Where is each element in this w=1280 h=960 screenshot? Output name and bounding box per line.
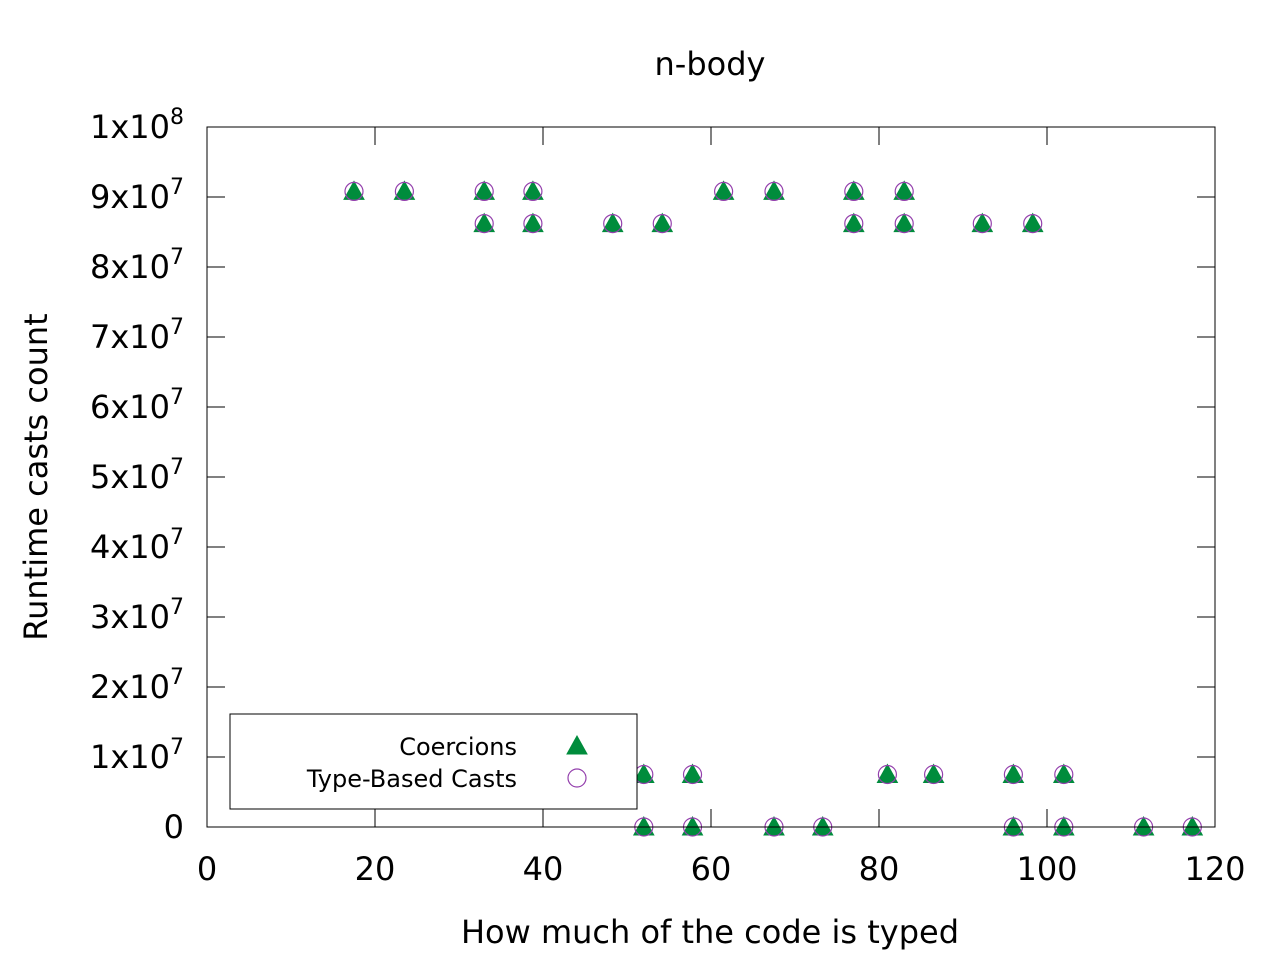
coercion-point <box>842 180 865 200</box>
x-tick-label: 100 <box>1016 850 1077 888</box>
y-tick-label: 1x107 <box>90 735 184 776</box>
y-tick-label: 3x107 <box>90 595 184 636</box>
coercion-point <box>473 180 496 200</box>
coercion-point <box>632 815 655 836</box>
y-tick-label: 6x107 <box>90 385 184 426</box>
coercion-point <box>601 212 624 233</box>
coercion-point <box>1021 212 1044 233</box>
coercion-point <box>876 763 899 783</box>
coercion-point <box>893 180 916 200</box>
coercion-point <box>1002 763 1025 783</box>
legend-label-coercions: Coercions <box>399 733 517 761</box>
y-tick-label: 9x107 <box>90 175 184 216</box>
coercion-point <box>971 212 994 233</box>
coercion-point <box>1181 815 1204 836</box>
x-axis-title: How much of the code is typed <box>461 913 959 951</box>
y-tick-label: 4x107 <box>90 525 184 566</box>
y-tick-label: 7x107 <box>90 315 184 356</box>
coercion-point <box>681 763 704 783</box>
plot-frame <box>206 126 1216 828</box>
x-tick-label: 20 <box>355 850 396 888</box>
type-based-cast-point <box>474 181 494 201</box>
coercion-point <box>1052 815 1075 836</box>
coercion-point <box>522 180 544 200</box>
type-based-cast-point <box>877 764 898 785</box>
coercion-point <box>1052 763 1075 783</box>
type-based-cast-point <box>523 214 543 234</box>
coercion-point <box>393 180 416 200</box>
coercion-point <box>632 763 655 783</box>
coercion-point <box>811 815 834 836</box>
type-based-cast-point <box>844 214 864 234</box>
coercion-point <box>712 180 735 200</box>
type-based-cast-point <box>603 214 623 234</box>
type-based-cast-point <box>394 181 414 201</box>
x-tick-label: 40 <box>523 850 564 888</box>
type-based-cast-point <box>844 181 864 201</box>
type-based-cast-point <box>1003 764 1024 785</box>
type-based-cast-point <box>1054 764 1074 785</box>
type-based-cast-point <box>764 181 784 201</box>
type-based-cast-point <box>713 181 734 201</box>
legend-box <box>229 713 638 810</box>
coercion-point <box>651 212 674 233</box>
coercion-point <box>763 180 785 200</box>
type-based-cast-point <box>894 181 914 201</box>
type-based-cast-point <box>344 181 364 201</box>
legend-markers <box>566 734 588 788</box>
chart-title: n-body <box>655 45 766 83</box>
type-based-cast-point <box>474 214 494 234</box>
coercion-point <box>893 212 916 233</box>
x-tick-label: 60 <box>691 850 732 888</box>
coercion-point <box>473 212 496 233</box>
coercion-point <box>1132 815 1155 836</box>
x-tick-label: 0 <box>197 850 217 888</box>
data-points <box>343 180 1204 837</box>
coercion-point <box>681 815 704 836</box>
coercion-point <box>1002 815 1025 836</box>
y-tick-label: 5x107 <box>90 455 184 496</box>
coercion-point <box>343 180 365 200</box>
legend-marker-type-based-casts <box>567 768 587 788</box>
y-axis-title: Runtime casts count <box>17 313 55 640</box>
coercion-point <box>922 763 945 783</box>
type-based-cast-point <box>1023 214 1043 234</box>
y-tick-label: 2x107 <box>90 665 184 706</box>
x-tick-label: 80 <box>859 850 900 888</box>
coercion-point <box>842 212 865 233</box>
y-tick-label: 0 <box>164 808 184 846</box>
coercion-point <box>522 212 544 233</box>
type-based-cast-point <box>523 181 543 201</box>
legend: Coercions Type-Based Casts <box>229 713 638 810</box>
legend-marker-coercions <box>566 734 588 755</box>
axis-tick-labels: 0 20 40 60 80 100 120 0 1x107 2x107 3x107 4x107 5x10… <box>90 105 1246 888</box>
type-based-cast-point <box>923 764 944 785</box>
type-based-cast-point <box>652 214 672 234</box>
legend-label-type-based-casts: Type-Based Casts <box>306 765 517 793</box>
type-based-cast-point <box>682 764 703 785</box>
y-tick-label: 8x107 <box>90 245 184 286</box>
y-tick-label: 1x108 <box>90 105 184 146</box>
type-based-cast-point <box>972 214 992 234</box>
type-based-cast-point <box>894 214 914 234</box>
x-tick-label: 120 <box>1184 850 1245 888</box>
coercion-point <box>763 815 785 836</box>
